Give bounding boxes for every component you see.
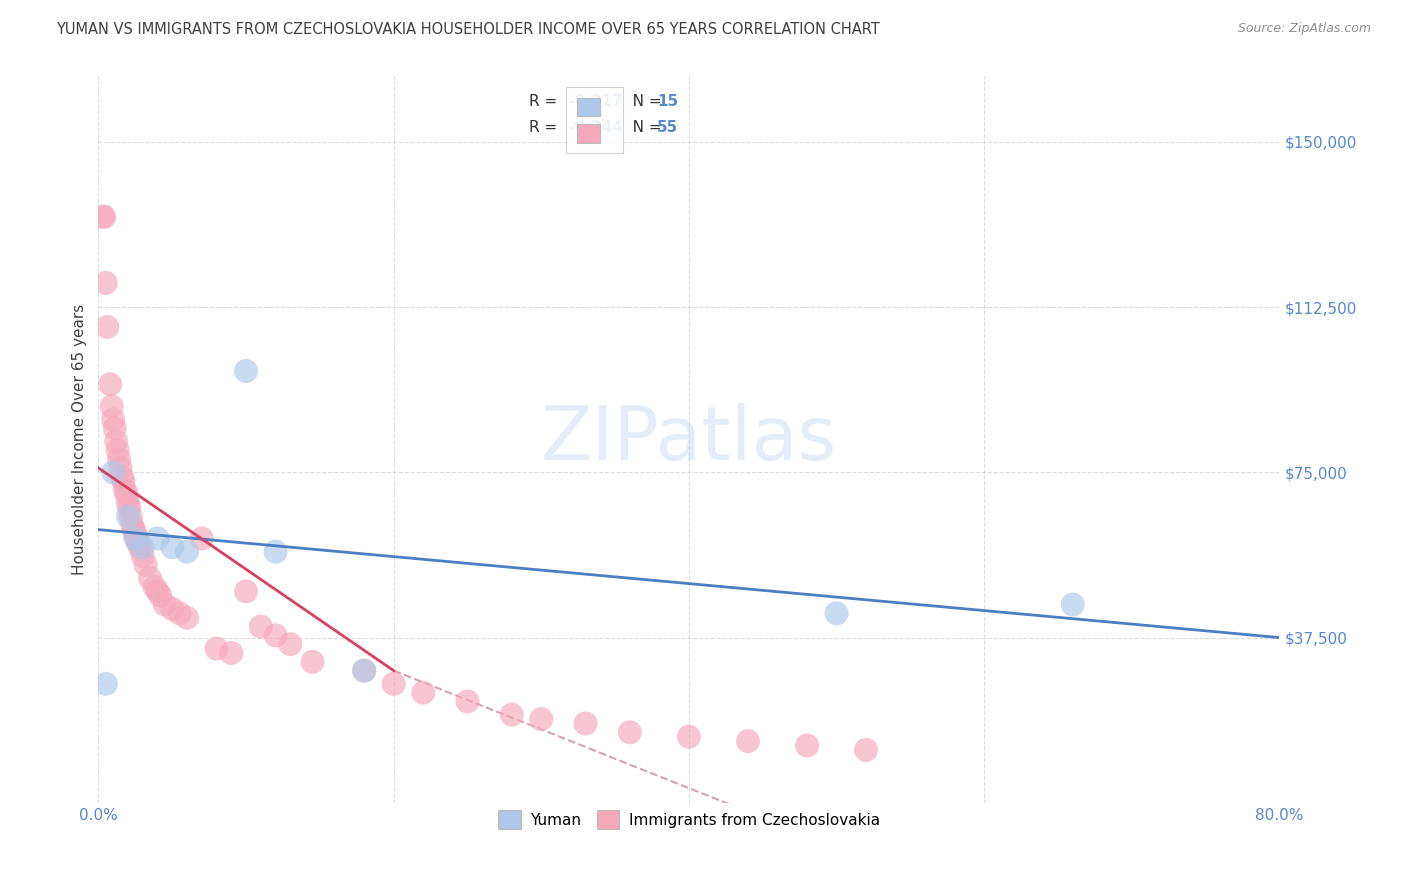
Point [128, 541, 150, 555]
Point [107, 443, 129, 458]
Point [575, 716, 598, 731]
Point [110, 461, 132, 475]
Point [250, 619, 273, 633]
Point [280, 637, 302, 651]
Point [382, 677, 405, 691]
Text: R =: R = [530, 120, 562, 135]
Point [1062, 598, 1084, 612]
Text: 15: 15 [657, 95, 678, 110]
Text: -0.244: -0.244 [562, 120, 623, 135]
Point [105, 434, 128, 449]
Point [120, 509, 142, 524]
Point [678, 730, 700, 744]
Point [176, 544, 198, 558]
Point [353, 664, 375, 678]
Point [111, 469, 134, 483]
Point [501, 707, 523, 722]
Y-axis label: Householder Income Over 65 years: Householder Income Over 65 years [72, 303, 87, 575]
Point [127, 536, 149, 550]
Point [221, 646, 243, 660]
Legend: Yuman, Immigrants from Czechoslovakia: Yuman, Immigrants from Czechoslovakia [492, 805, 886, 835]
Text: -0.317: -0.317 [562, 95, 623, 110]
Point [94, 677, 117, 691]
Point [100, 399, 122, 413]
Point [143, 580, 166, 594]
Text: YUMAN VS IMMIGRANTS FROM CZECHOSLOVAKIA HOUSEHOLDER INCOME OVER 65 YEARS CORRELA: YUMAN VS IMMIGRANTS FROM CZECHOSLOVAKIA … [56, 22, 880, 37]
Point [135, 558, 157, 572]
Point [118, 500, 141, 515]
Point [855, 743, 877, 757]
Point [132, 541, 155, 555]
Point [124, 532, 146, 546]
Point [117, 496, 139, 510]
Text: R =: R = [530, 95, 562, 110]
Point [737, 734, 759, 748]
Text: Source: ZipAtlas.com: Source: ZipAtlas.com [1237, 22, 1371, 36]
Point [139, 571, 162, 585]
Point [124, 527, 146, 541]
Point [117, 509, 139, 524]
Point [162, 541, 183, 555]
Point [457, 694, 479, 708]
Point [530, 712, 553, 726]
Point [619, 725, 641, 739]
Text: N =: N = [619, 120, 666, 135]
Point [169, 607, 191, 621]
Point [264, 544, 287, 558]
Point [121, 518, 143, 533]
Point [825, 607, 848, 621]
Text: N =: N = [619, 95, 666, 110]
Point [146, 532, 169, 546]
Point [122, 523, 145, 537]
Point [114, 483, 136, 497]
Point [353, 664, 375, 678]
Text: 55: 55 [657, 120, 678, 135]
Point [125, 532, 148, 546]
Point [98, 377, 121, 392]
Point [132, 549, 155, 563]
Point [91, 210, 114, 224]
Point [94, 276, 117, 290]
Point [796, 739, 818, 753]
Point [104, 421, 127, 435]
Point [176, 611, 198, 625]
Point [93, 210, 115, 224]
Point [96, 320, 118, 334]
Text: ZIPatlas: ZIPatlas [541, 403, 837, 475]
Point [103, 412, 125, 426]
Point [149, 589, 172, 603]
Point [412, 686, 434, 700]
Point [112, 474, 135, 488]
Point [103, 466, 125, 480]
Point [301, 655, 323, 669]
Point [153, 598, 176, 612]
Point [235, 364, 257, 378]
Point [108, 452, 131, 467]
Point [205, 641, 228, 656]
Point [191, 532, 214, 546]
Point [146, 584, 169, 599]
Point [264, 628, 287, 642]
Point [235, 584, 257, 599]
Point [162, 602, 183, 616]
Point [115, 487, 138, 501]
